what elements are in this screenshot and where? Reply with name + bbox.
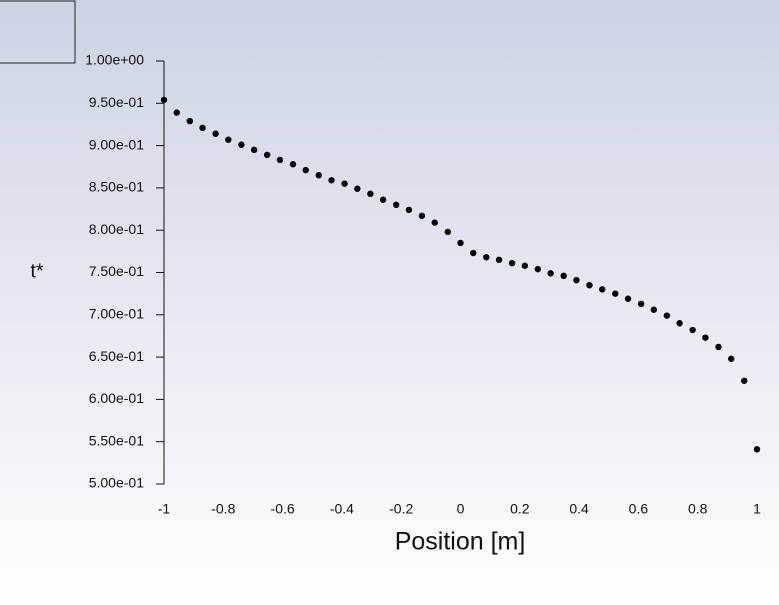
data-point	[173, 109, 180, 116]
y-tick-label: 5.50e-01	[89, 432, 144, 448]
data-point	[199, 124, 206, 132]
data-point	[495, 256, 503, 264]
data-point	[624, 295, 632, 302]
legend-box	[0, 0, 76, 64]
x-tick-label: 0.8	[688, 501, 708, 517]
data-point	[341, 180, 348, 187]
data-point	[483, 254, 490, 261]
data-point	[160, 96, 168, 104]
y-axis-title: t*	[30, 260, 44, 282]
data-point	[225, 136, 232, 143]
x-axis-title: Position [m]	[395, 528, 526, 556]
data-point	[573, 276, 580, 284]
data-point	[560, 272, 567, 280]
data-point	[650, 306, 658, 313]
data-point	[663, 312, 671, 319]
data-point	[405, 206, 413, 214]
data-point	[289, 161, 297, 168]
data-point	[418, 212, 426, 220]
data-point	[470, 249, 477, 257]
data-point	[302, 166, 309, 174]
data-point	[728, 355, 735, 362]
y-tick-label: 6.50e-01	[89, 348, 144, 364]
data-point	[431, 219, 438, 226]
data-point	[702, 334, 709, 341]
data-point	[263, 151, 271, 159]
x-tick-label: -0.8	[211, 501, 235, 517]
y-tick-label: 8.00e-01	[89, 221, 144, 237]
y-tick-label: 5.00e-01	[89, 475, 144, 491]
data-point	[753, 446, 761, 453]
data-point	[379, 196, 387, 203]
data-point	[715, 343, 722, 351]
x-tick-label: 1	[753, 501, 761, 517]
x-tick-label: -1	[158, 501, 171, 517]
data-point	[276, 156, 284, 164]
data-point	[612, 290, 619, 297]
y-tick-label: 6.00e-01	[89, 390, 144, 406]
x-tick-label: 0.2	[510, 501, 530, 517]
data-point	[444, 228, 451, 236]
x-tick-label: 0	[457, 501, 465, 517]
data-point	[367, 190, 374, 198]
data-point	[508, 259, 516, 267]
data-point	[457, 239, 464, 247]
data-point	[238, 141, 245, 148]
y-tick-label: 9.00e-01	[89, 136, 144, 152]
data-point	[315, 172, 322, 179]
data-point	[392, 201, 400, 209]
data-point	[676, 320, 683, 327]
data-point	[599, 286, 606, 293]
data-point	[689, 326, 696, 334]
data-point	[521, 262, 529, 269]
data-point	[586, 281, 593, 289]
data-point	[547, 270, 554, 277]
x-tick-label: 0.4	[569, 501, 589, 517]
x-tick-label: 0.6	[629, 501, 649, 517]
y-tick-label: 7.50e-01	[89, 263, 144, 279]
data-point	[534, 265, 542, 273]
x-tick-label: -0.4	[330, 501, 354, 517]
data-point	[328, 177, 335, 184]
data-point	[212, 130, 219, 137]
data-point	[250, 146, 258, 154]
data-point	[637, 300, 645, 308]
data-point	[741, 377, 748, 384]
y-tick-label: 9.50e-01	[89, 94, 144, 110]
y-tick-label: 8.50e-01	[89, 179, 144, 195]
y-tick-label: 1.00e+00	[85, 52, 144, 68]
data-point	[354, 185, 361, 192]
x-tick-label: -0.2	[389, 501, 413, 517]
y-tick-label: 7.00e-01	[89, 306, 144, 322]
data-point	[186, 117, 193, 125]
x-tick-label: -0.6	[271, 501, 295, 517]
